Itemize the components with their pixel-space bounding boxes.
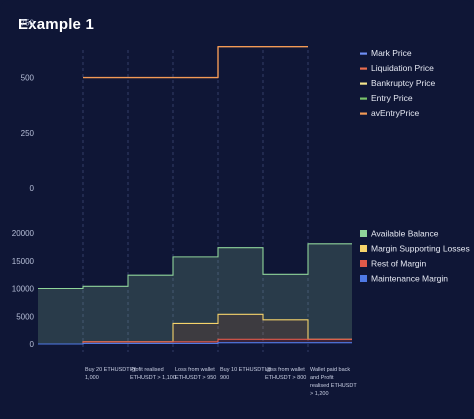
- y-tick-label: 0: [30, 184, 35, 193]
- chart-title: Example 1: [18, 16, 95, 33]
- area-edge-rest-of-margin: [38, 338, 352, 345]
- legend-swatch-margin-supporting-losses: [360, 245, 367, 252]
- legend-label-rest-of-margin: Rest of Margin: [371, 259, 427, 269]
- legend-label-aventryprice: avEntryPrice: [371, 108, 419, 118]
- legend-label-liquidation-price: Liquidation Price: [371, 63, 434, 73]
- x-category-label: Loss from wallet ETHUSDT > 950: [175, 367, 216, 381]
- x-category-label: Wallet paid back and Profit realised ETHUS…: [310, 367, 357, 397]
- legend-swatch-liquidation-price: [360, 67, 367, 70]
- legend-label-bankruptcy-price: Bankruptcy Price: [371, 78, 436, 88]
- y-tick-label: 0: [30, 340, 35, 349]
- y-tick-label: 20000: [12, 229, 35, 238]
- series-line-aventryprice: [83, 45, 308, 79]
- x-category-label: Buy 20 ETHUSDT @1,000: [85, 367, 137, 381]
- legend-label-maintenance-margin: Maintenance Margin: [371, 274, 448, 284]
- legend-label-entry-price: Entry Price: [371, 93, 413, 103]
- area-edge-maintenance-margin: [38, 342, 352, 345]
- area-rest-of-margin: [38, 339, 352, 344]
- legend-swatch-rest-of-margin: [360, 260, 367, 267]
- area-available-balance: [38, 243, 352, 344]
- legend-label-margin-supporting-losses: Margin Supporting Losses: [371, 244, 470, 254]
- x-category-label: Loss from wallet ETHUSDT > 800: [265, 367, 306, 381]
- legend-swatch-mark-price: [360, 52, 367, 55]
- area-edge-available-balance: [38, 243, 352, 290]
- x-category-label: Profit realised ETHUSDT > 1,100: [130, 367, 176, 381]
- y-tick-label: 10000: [12, 285, 35, 294]
- y-tick-label: 500: [21, 74, 35, 83]
- legend-swatch-available-balance: [360, 230, 367, 237]
- legend-swatch-bankruptcy-price: [360, 82, 367, 85]
- y-tick-label: 15000: [12, 257, 35, 266]
- legend-label-mark-price: Mark Price: [371, 48, 412, 58]
- x-category-label: Buy 10 ETHUSDT @900: [220, 367, 272, 381]
- y-tick-label: 250: [21, 129, 35, 138]
- legend-swatch-entry-price: [360, 97, 367, 100]
- area-margin-supporting-losses: [38, 314, 352, 344]
- legend-swatch-maintenance-margin: [360, 275, 367, 282]
- y-tick-label: 5000: [16, 312, 34, 321]
- y-tick-label: 750: [21, 18, 35, 27]
- legend-label-available-balance: Available Balance: [371, 229, 439, 239]
- legend-swatch-aventryprice: [360, 112, 367, 115]
